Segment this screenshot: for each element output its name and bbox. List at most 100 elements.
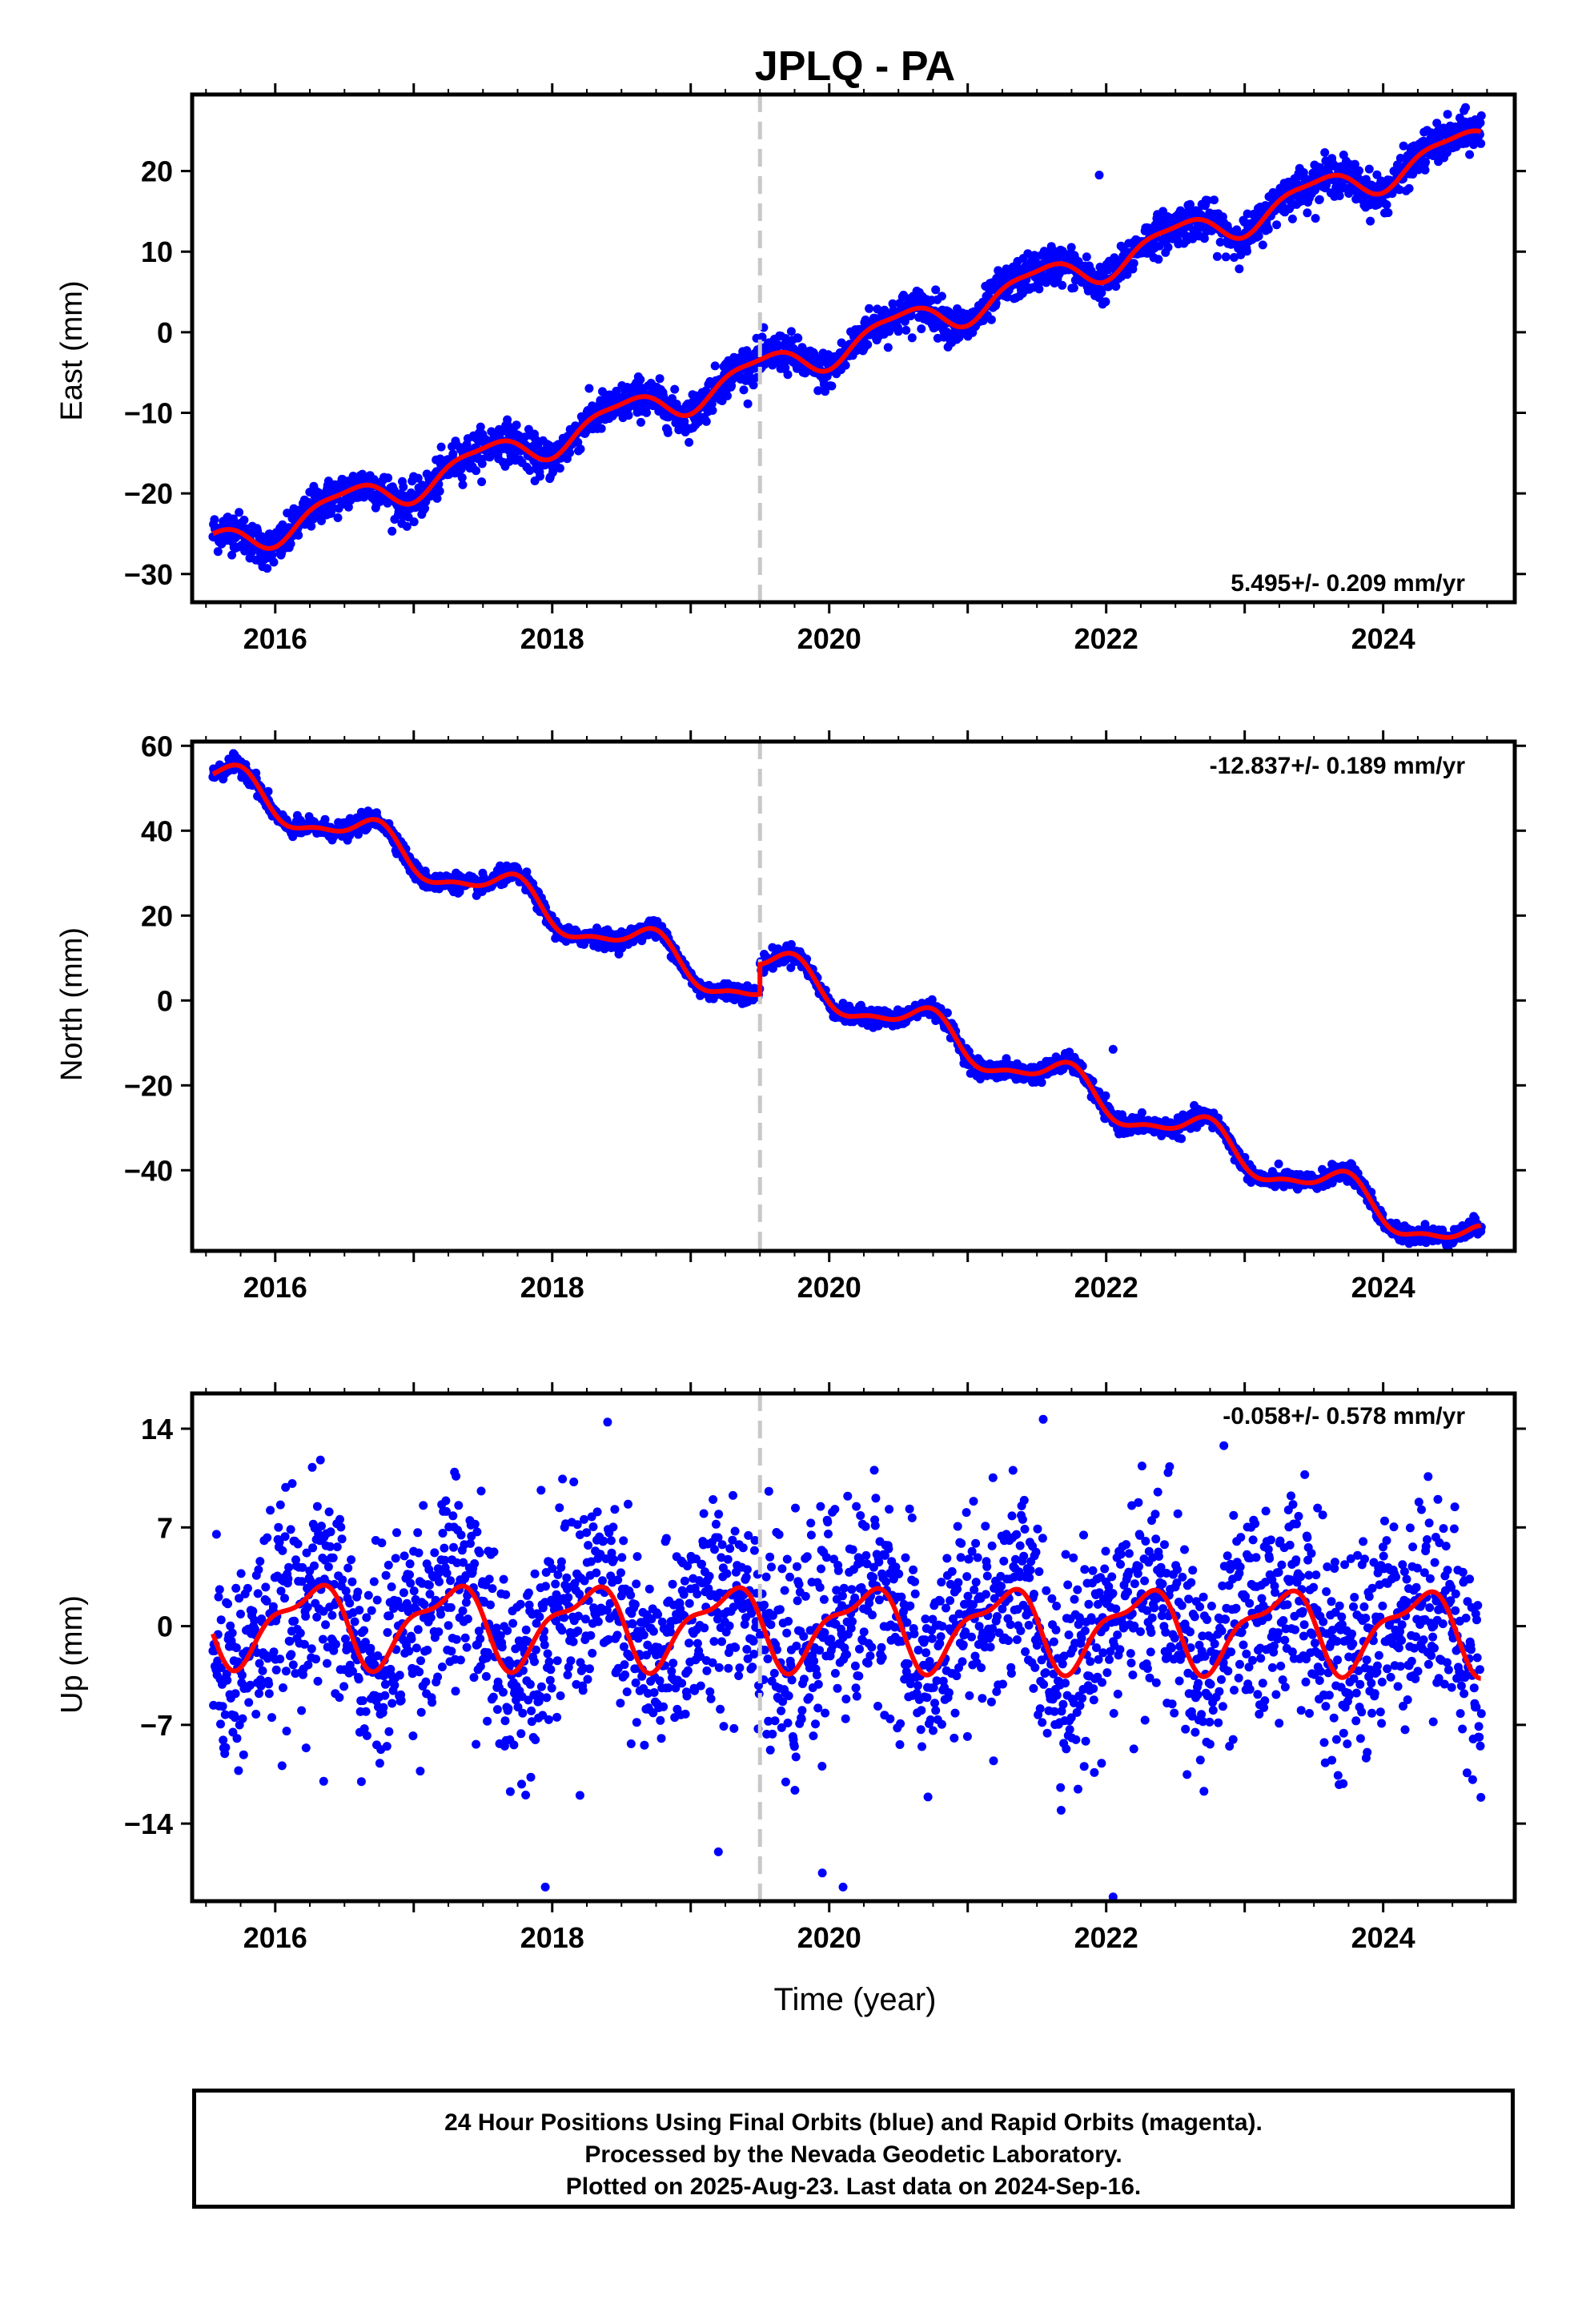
east-point — [576, 444, 585, 454]
east-point — [512, 420, 521, 430]
east-point — [1263, 224, 1273, 234]
north-point — [1101, 1091, 1110, 1100]
east-point — [387, 526, 397, 536]
east-point — [420, 504, 430, 513]
east-point — [710, 361, 720, 371]
east-point — [1232, 225, 1242, 235]
east-point — [596, 424, 606, 433]
east-point — [1476, 139, 1486, 148]
east-point — [901, 325, 911, 335]
east-point — [307, 521, 316, 531]
east-point — [883, 343, 893, 352]
east-point — [1382, 200, 1391, 210]
east-point — [210, 515, 219, 525]
east-point — [1355, 166, 1363, 175]
east-point — [1163, 243, 1173, 252]
east-point — [1421, 158, 1431, 167]
north-point — [522, 867, 532, 877]
east-point — [636, 375, 645, 384]
east-point — [1066, 243, 1076, 252]
east-point — [1420, 165, 1430, 175]
north-point — [263, 786, 273, 796]
east-y-tick-label: −20 — [124, 477, 173, 510]
east-point — [286, 539, 295, 549]
east-point — [783, 370, 793, 380]
east-point — [477, 459, 487, 468]
east-point — [235, 508, 244, 517]
east-point — [931, 285, 941, 295]
chart-title: JPLQ - PA — [755, 43, 955, 90]
east-point — [239, 515, 249, 525]
east-point — [1258, 240, 1267, 250]
east-point — [1350, 159, 1359, 169]
east-point — [1322, 180, 1331, 190]
north-point — [1037, 1078, 1046, 1088]
east-point — [1315, 195, 1324, 204]
east-y-tick-label: 0 — [157, 316, 173, 349]
east-x-tick-label: 2024 — [1351, 622, 1415, 655]
east-x-tick-label: 2020 — [797, 622, 861, 655]
east-point — [757, 332, 767, 342]
east-point — [893, 327, 903, 336]
east-point — [1030, 251, 1039, 260]
east-y-axis-label: East (mm) — [55, 280, 89, 420]
east-point — [863, 340, 873, 349]
east-rate-label: 5.495+/- 0.209 mm/yr — [1231, 570, 1465, 597]
east-point — [708, 406, 717, 415]
east-point — [1002, 292, 1012, 302]
east-y-tick-label: 20 — [141, 155, 173, 188]
east-point — [402, 521, 412, 531]
east-point — [1082, 252, 1091, 262]
east-point — [1243, 247, 1251, 256]
east-point — [536, 472, 544, 481]
east-point — [1272, 220, 1282, 230]
east-point — [739, 385, 749, 395]
east-point — [1465, 150, 1475, 159]
east-point — [1086, 266, 1096, 275]
east-point — [573, 437, 583, 447]
east-point — [457, 473, 467, 482]
east-point — [793, 333, 803, 343]
east-point — [1395, 185, 1404, 195]
east-point — [1395, 154, 1405, 163]
east-point — [685, 437, 694, 447]
east-point — [888, 299, 897, 308]
east-point — [821, 387, 830, 396]
east-point — [749, 380, 758, 390]
east-point — [743, 399, 753, 408]
east-point — [269, 557, 279, 567]
east-point — [534, 460, 544, 470]
east-point — [1364, 164, 1374, 174]
east-point — [1101, 297, 1110, 307]
east-point — [584, 384, 594, 393]
east-y-tick-label: 10 — [141, 235, 173, 268]
east-point — [786, 327, 796, 336]
east-frame-rect — [190, 92, 1517, 605]
east-point — [885, 327, 894, 336]
east-point — [1361, 175, 1371, 184]
east-point — [1129, 259, 1138, 268]
east-point — [727, 381, 737, 391]
east-point — [670, 384, 680, 394]
east-point — [827, 381, 837, 391]
east-point — [701, 416, 711, 426]
east-point — [636, 417, 645, 427]
east-point — [1399, 141, 1408, 151]
east-point — [917, 324, 926, 334]
east-point — [476, 422, 485, 432]
east-point — [565, 448, 575, 457]
north-point — [1177, 1134, 1186, 1144]
east-model-line — [211, 128, 1482, 551]
east-point — [813, 386, 823, 396]
east-point — [1154, 255, 1163, 264]
east-point — [229, 514, 238, 524]
east-point — [1122, 270, 1132, 279]
east-point — [841, 360, 850, 370]
east-point — [1476, 111, 1486, 120]
east-x-tick-label: 2022 — [1074, 622, 1138, 655]
east-point — [1469, 140, 1479, 150]
east-point — [399, 482, 408, 492]
east-point — [1254, 231, 1263, 241]
east-point — [907, 333, 917, 343]
